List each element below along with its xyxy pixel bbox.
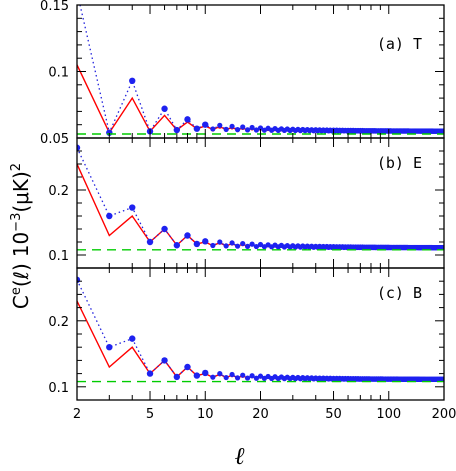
panel-2: 0.1 0.2 (c) B <box>48 267 445 401</box>
blue-point <box>202 369 209 377</box>
y-label-sup: e <box>9 287 24 295</box>
panels-group: 0.05 0.1 0.15 (a) T 0.1 0.2 (b) E 0.1 0.2 (c) B <box>40 0 445 401</box>
blue-point <box>249 124 255 131</box>
panel-label: (b) E <box>377 154 422 172</box>
blue-point <box>217 370 223 377</box>
blue-point <box>253 375 260 381</box>
blue-point <box>244 375 251 381</box>
y-label-units-sq: 2 <box>9 163 24 171</box>
blue-point <box>229 123 235 129</box>
blue-point <box>106 212 113 220</box>
blue-point <box>106 344 113 351</box>
blue-point <box>173 126 181 134</box>
series-red-line <box>77 64 444 135</box>
blue-point <box>77 144 81 151</box>
blue-point <box>129 204 136 211</box>
x-axis: 2 5 10 20 50 100 200 <box>73 407 456 422</box>
blue-point <box>240 124 246 130</box>
blue-point <box>229 371 235 378</box>
blue-point <box>253 127 260 133</box>
blue-point <box>173 242 181 249</box>
panel-1: 0.1 0.2 (b) E <box>48 137 445 269</box>
panel-frame <box>76 4 445 139</box>
blue-point <box>223 126 229 132</box>
y-label-main: C <box>9 295 33 309</box>
blue-point <box>146 238 154 246</box>
y-tick-label: 0.1 <box>48 249 69 264</box>
blue-point <box>161 225 168 233</box>
blue-point <box>244 127 251 133</box>
blue-point <box>184 363 191 371</box>
blue-point <box>129 335 136 342</box>
blue-point <box>210 242 216 249</box>
blue-point <box>253 243 260 250</box>
blue-point <box>234 243 241 249</box>
blue-point <box>217 122 223 128</box>
blue-point <box>202 238 209 245</box>
panel-label: (c) B <box>377 284 422 302</box>
plot-area <box>77 5 444 136</box>
blue-point <box>229 240 235 246</box>
blue-point <box>184 116 191 123</box>
blue-point <box>257 373 264 379</box>
blue-point <box>193 240 201 248</box>
panel-0: 0.05 0.1 0.15 (a) T <box>40 0 445 147</box>
panel-label: (a) T <box>377 35 422 53</box>
blue-point <box>249 241 255 247</box>
y-tick-label: 0.2 <box>48 315 69 330</box>
blue-point <box>210 126 216 132</box>
blue-point <box>146 370 154 377</box>
y-tick-label: 0.1 <box>48 66 69 81</box>
blue-point <box>257 125 264 131</box>
series-blue-dotted <box>79 5 444 135</box>
blue-point <box>240 240 246 247</box>
blue-point <box>234 375 241 381</box>
x-tick-label: 50 <box>325 407 342 422</box>
y-tick-label: 0.15 <box>40 0 69 14</box>
plot-area <box>77 144 444 251</box>
blue-point <box>184 232 191 239</box>
blue-point <box>161 105 168 112</box>
x-tick-label: 20 <box>252 407 269 422</box>
y-axis-label: Ce(ℓ) 10−3(μK)2 <box>9 163 33 309</box>
x-tick-label: 100 <box>376 407 401 422</box>
x-tick-label: 200 <box>432 407 456 422</box>
blue-point <box>257 241 264 248</box>
y-tick-label: 0.1 <box>48 381 69 396</box>
blue-point <box>202 121 209 128</box>
x-tick-label: 2 <box>73 407 81 422</box>
blue-point <box>217 239 223 245</box>
blue-point <box>249 373 255 379</box>
blue-point <box>193 372 201 379</box>
plot-area <box>77 276 444 383</box>
y-tick-label: 0.2 <box>48 184 69 199</box>
y-tick-label: 0.05 <box>40 132 69 147</box>
blue-point <box>244 243 251 249</box>
blue-point <box>223 243 229 249</box>
blue-point <box>210 374 216 380</box>
y-label-units: 10 <box>9 232 33 257</box>
blue-point <box>129 77 136 85</box>
y-label-units-exp: −3 <box>9 213 24 232</box>
y-label-units-rest: (μK) <box>9 171 33 212</box>
blue-point <box>193 125 201 132</box>
svg-text:Ce(ℓ)10−3(μK)2: Ce(ℓ) 10−3(μK)2 <box>9 163 33 309</box>
blue-point <box>223 374 229 381</box>
blue-point <box>234 127 241 133</box>
blue-point <box>173 373 181 381</box>
x-tick-label: 5 <box>146 407 154 422</box>
y-label-arg: (ℓ) <box>9 263 33 287</box>
x-tick-label: 10 <box>197 407 214 422</box>
blue-point <box>161 357 168 364</box>
blue-point <box>240 372 246 378</box>
x-axis-label: ℓ <box>235 441 245 470</box>
